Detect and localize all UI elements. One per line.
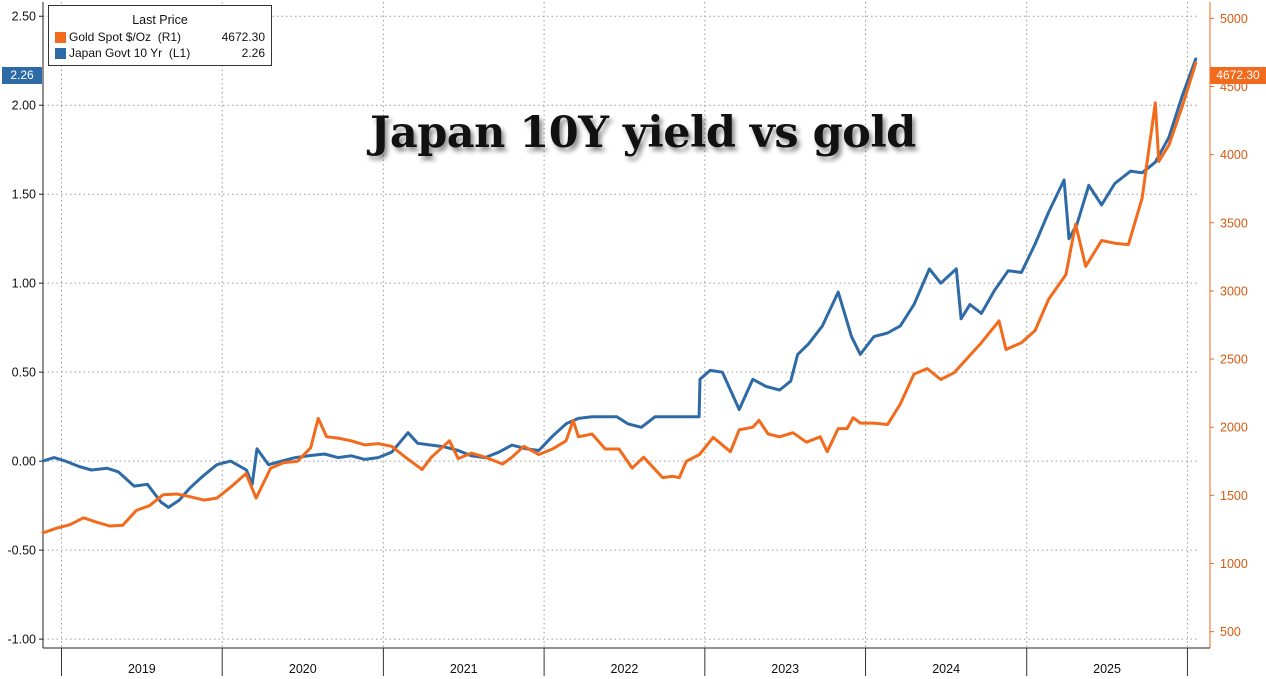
left-axis-tick-label: 0.00 [12, 455, 36, 469]
series-lines [41, 57, 1198, 535]
axes: 2.502.001.501.000.500.00-0.50-1.00500045… [8, 2, 1248, 676]
right-axis-tick-label: 3000 [1220, 284, 1248, 298]
legend-header: Last Price [132, 13, 188, 27]
right-axis-tick-label: 1500 [1220, 489, 1248, 503]
right-last-value-tag: 4672.30 [1210, 67, 1266, 84]
left-last-value-tag: 2.26 [2, 67, 42, 84]
right-axis-tick-label: 5000 [1220, 12, 1248, 26]
left-axis-tick-label: 2.50 [12, 10, 36, 24]
left-axis-tick-label: 1.00 [12, 277, 36, 291]
x-axis-year-label: 2023 [771, 662, 799, 676]
x-axis-year-label: 2022 [611, 662, 639, 676]
chart-title: Japan 10Y yield vs gold [370, 108, 916, 158]
legend-item-gold: Gold Spot $/Oz (R1) 4672.30 [55, 30, 265, 46]
x-axis-year-label: 2020 [289, 662, 317, 676]
series-line-gold [41, 61, 1198, 535]
x-axis-year-label: 2021 [450, 662, 478, 676]
right-axis-tick-label: 1000 [1220, 557, 1248, 571]
legend-swatch-japan [55, 48, 66, 59]
legend-label-gold: Gold Spot $/Oz (R1) [69, 30, 182, 44]
right-axis-tick-label: 2500 [1220, 353, 1248, 367]
legend-value-gold: 4672.30 [221, 30, 265, 44]
right-axis-tick-label: 3500 [1220, 216, 1248, 230]
legend-label-japan: Japan Govt 10 Yr (L1) [69, 46, 191, 60]
x-axis-year-label: 2025 [1093, 662, 1121, 676]
right-axis-tick-label: 500 [1220, 625, 1241, 639]
left-axis-tick-label: 2.00 [12, 99, 36, 113]
left-axis-tick-label: -0.50 [8, 544, 37, 558]
legend-swatch-gold [55, 32, 66, 43]
right-axis-tick-label: 4000 [1220, 148, 1248, 162]
left-axis-tick-label: -1.00 [8, 633, 37, 647]
legend-value-japan: 2.26 [241, 46, 265, 60]
x-axis-year-label: 2019 [128, 662, 156, 676]
series-line-japan-10y [41, 57, 1198, 509]
x-axis-year-label: 2024 [932, 662, 960, 676]
right-axis-tick-label: 2000 [1220, 421, 1248, 435]
left-axis-tick-label: 0.50 [12, 366, 36, 380]
legend-item-japan: Japan Govt 10 Yr (L1) 2.26 [55, 46, 265, 62]
grid-lines [43, 2, 1198, 648]
left-axis-tick-label: 1.50 [12, 188, 36, 202]
legend: Last Price Gold Spot $/Oz (R1) 4672.30 J… [48, 5, 272, 66]
